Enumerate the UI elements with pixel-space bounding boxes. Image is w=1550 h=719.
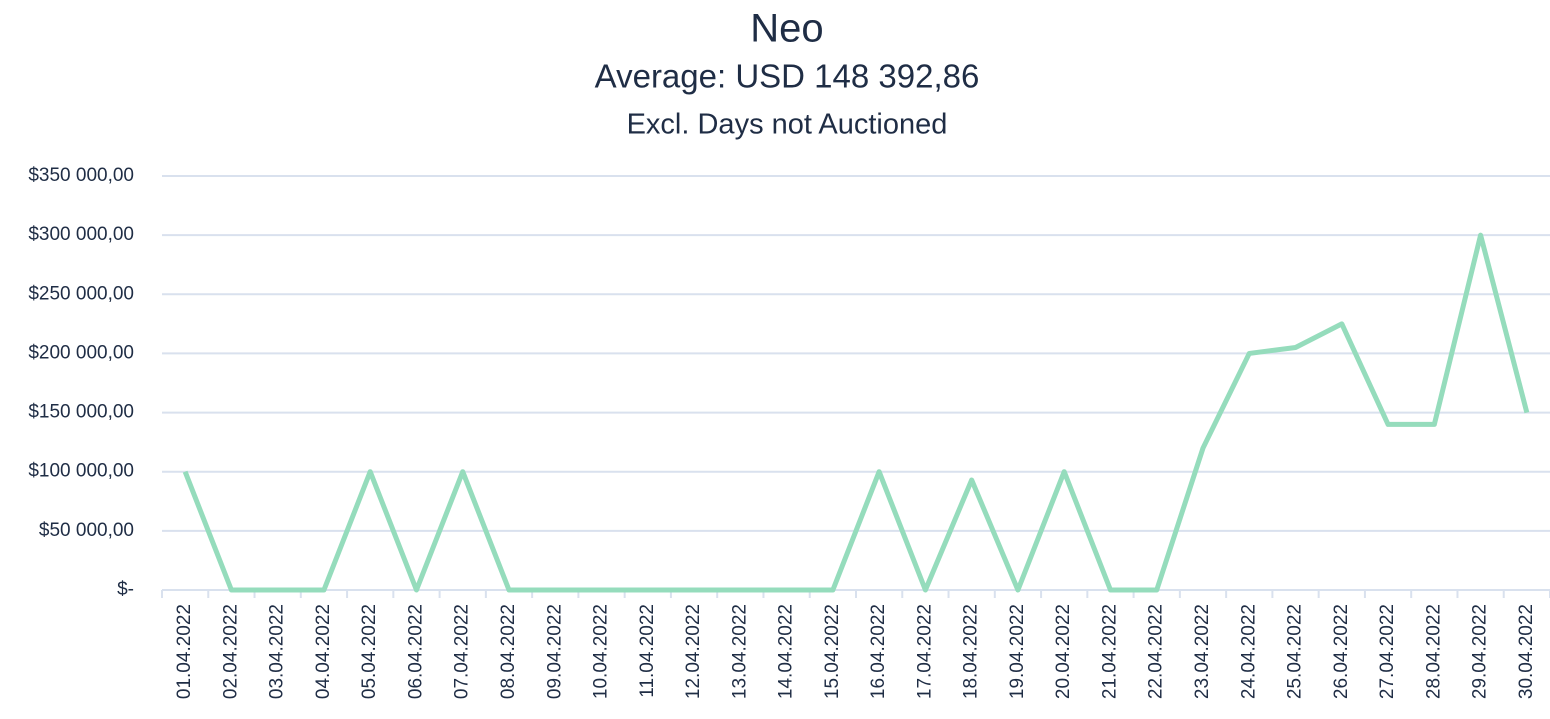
- x-tick-label: 28.04.2022: [1423, 604, 1444, 699]
- x-tick-label: 03.04.2022: [267, 604, 288, 699]
- y-tick-label: $-: [117, 579, 134, 600]
- x-tick-label: 21.04.2022: [1099, 604, 1120, 699]
- x-tick-label: 17.04.2022: [914, 604, 935, 699]
- x-tick-label: 09.04.2022: [544, 604, 565, 699]
- y-tick-label: $200 000,00: [28, 342, 134, 363]
- x-tick-label: 27.04.2022: [1377, 604, 1398, 699]
- chart-note: Excl. Days not Auctioned: [627, 109, 948, 141]
- y-tick-label: $50 000,00: [39, 520, 134, 541]
- x-tick-label: 29.04.2022: [1470, 604, 1491, 699]
- x-tick-label: 24.04.2022: [1238, 604, 1259, 699]
- x-tick-label: 23.04.2022: [1192, 604, 1213, 699]
- y-tick-label: $150 000,00: [28, 402, 134, 423]
- x-tick-label: 02.04.2022: [220, 604, 241, 699]
- x-tick-label: 19.04.2022: [1007, 604, 1028, 699]
- x-tick-label: 13.04.2022: [729, 604, 750, 699]
- x-tick-label: 25.04.2022: [1285, 604, 1306, 699]
- x-tick-label: 01.04.2022: [174, 604, 195, 699]
- series-line: [182, 232, 1530, 593]
- x-tick-label: 26.04.2022: [1331, 604, 1352, 699]
- x-tick-label: 22.04.2022: [1146, 604, 1167, 699]
- x-tick-label: 04.04.2022: [313, 604, 334, 699]
- x-tick-label: 07.04.2022: [452, 604, 473, 699]
- y-tick-label: $300 000,00: [28, 224, 134, 245]
- y-tick-label: $250 000,00: [28, 283, 134, 304]
- x-tick-label: 08.04.2022: [498, 604, 519, 699]
- x-tick-label: 16.04.2022: [868, 604, 889, 699]
- x-tick-label: 10.04.2022: [591, 604, 612, 699]
- chart-subtitle: Average: USD 148 392,86: [595, 58, 980, 95]
- x-tick-label: 18.04.2022: [961, 604, 982, 699]
- y-tick-label: $100 000,00: [28, 461, 134, 482]
- x-tick-label: 12.04.2022: [683, 604, 704, 699]
- x-tick-label: 15.04.2022: [822, 604, 843, 699]
- x-tick-label: 14.04.2022: [776, 604, 797, 699]
- x-tick-label: 20.04.2022: [1053, 604, 1074, 699]
- chart-title: Neo: [750, 7, 823, 51]
- x-tick-label: 30.04.2022: [1516, 604, 1537, 699]
- x-tick-label: 06.04.2022: [405, 604, 426, 699]
- x-tick-label: 11.04.2022: [637, 604, 658, 698]
- y-tick-label: $350 000,00: [28, 165, 134, 186]
- x-tick-label: 05.04.2022: [359, 604, 380, 699]
